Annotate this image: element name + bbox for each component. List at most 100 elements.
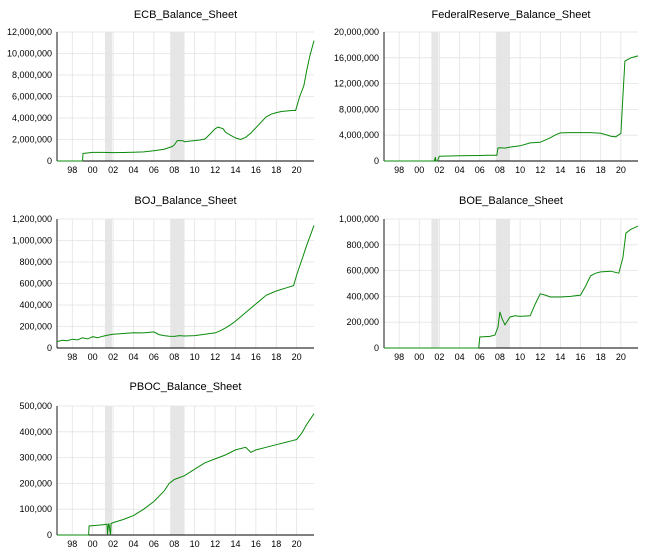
x-tick-label-ecb-1: 00 [88, 165, 98, 175]
y-tick-label-boe-5: 1,000,000 [339, 214, 379, 224]
shaded-period-pboc-1 [170, 406, 185, 535]
y-tick-label-boe-1: 200,000 [346, 317, 379, 327]
x-tick-label-pboc-4: 06 [149, 539, 159, 549]
series-line-pboc [57, 413, 315, 536]
y-tick-label-ecb-1: 2,000,000 [12, 135, 52, 145]
y-tick-label-boe-3: 600,000 [346, 266, 379, 276]
x-tick-label-pboc-11: 20 [292, 539, 302, 549]
y-tick-label-boj-2: 400,000 [19, 300, 52, 310]
shaded-period-boe-1 [495, 219, 510, 348]
y-tick-label-boe-2: 400,000 [346, 291, 379, 301]
x-tick-label-pboc-3: 04 [128, 539, 138, 549]
panel-title-boj: BOJ_Balance_Sheet [134, 195, 236, 207]
x-tick-label-fed-9: 16 [576, 165, 586, 175]
x-tick-label-fed-1: 00 [414, 165, 424, 175]
x-tick-label-pboc-0: 98 [67, 539, 77, 549]
x-tick-label-boe-1: 00 [414, 352, 424, 362]
panel-title-pboc: PBOC_Balance_Sheet [130, 381, 242, 393]
series-line-boj [56, 225, 315, 343]
x-tick-label-fed-8: 14 [555, 165, 565, 175]
x-tick-label-boj-2: 02 [108, 352, 118, 362]
x-tick-label-ecb-8: 14 [230, 165, 240, 175]
y-tick-label-boj-3: 600,000 [19, 279, 52, 289]
x-tick-label-boj-3: 04 [128, 352, 138, 362]
x-tick-label-boe-0: 98 [394, 352, 404, 362]
x-tick-label-ecb-9: 16 [251, 165, 261, 175]
x-tick-label-fed-4: 06 [475, 165, 485, 175]
x-tick-label-boj-5: 08 [169, 352, 179, 362]
y-tick-label-boj-6: 1,200,000 [12, 214, 52, 224]
x-tick-label-boe-2: 02 [434, 352, 444, 362]
x-tick-label-boj-4: 06 [149, 352, 159, 362]
x-tick-label-boj-8: 14 [230, 352, 240, 362]
x-tick-label-boj-0: 98 [67, 352, 77, 362]
x-tick-label-pboc-1: 00 [88, 539, 98, 549]
x-tick-label-fed-6: 10 [515, 165, 525, 175]
series-line-ecb [57, 40, 315, 162]
y-tick-label-boj-1: 200,000 [19, 322, 52, 332]
x-tick-label-fed-3: 04 [455, 165, 465, 175]
x-tick-label-fed-7: 12 [535, 165, 545, 175]
x-tick-label-pboc-2: 02 [108, 539, 118, 549]
shaded-period-boe-0 [431, 219, 439, 348]
y-tick-label-ecb-2: 4,000,000 [12, 113, 52, 123]
x-tick-label-pboc-8: 14 [230, 539, 240, 549]
x-tick-label-boe-4: 06 [475, 352, 485, 362]
y-tick-label-ecb-5: 10,000,000 [7, 49, 52, 59]
panel-title-fed: FederalReserve_Balance_Sheet [432, 9, 591, 21]
y-tick-label-fed-3: 12,000,000 [334, 79, 379, 89]
x-tick-label-fed-5: 08 [495, 165, 505, 175]
y-tick-label-ecb-0: 0 [47, 156, 52, 166]
x-tick-label-fed-0: 98 [394, 165, 404, 175]
y-tick-label-fed-2: 8,000,000 [339, 104, 379, 114]
panel-pboc: PBOC_Balance_Sheet 0 100,000 200,000 300,000… [19, 381, 315, 549]
x-tick-label-boe-11: 20 [616, 352, 626, 362]
x-tick-label-boe-10: 18 [596, 352, 606, 362]
panel-boe: BOE_Balance_Sheet 0 200,000 400,000 600,000 8… [339, 195, 639, 362]
x-tick-label-boe-7: 12 [535, 352, 545, 362]
x-tick-label-boe-9: 16 [576, 352, 586, 362]
x-tick-label-boj-1: 00 [88, 352, 98, 362]
x-tick-label-boj-10: 18 [271, 352, 281, 362]
panel-ecb: ECB_Balance_Sheet 0 2,000,000 4,000,000 6,00… [7, 9, 315, 175]
x-tick-label-fed-11: 20 [616, 165, 626, 175]
y-tick-label-boj-4: 800,000 [19, 257, 52, 267]
x-tick-label-boj-6: 10 [190, 352, 200, 362]
x-tick-label-ecb-3: 04 [128, 165, 138, 175]
x-tick-label-pboc-7: 12 [210, 539, 220, 549]
y-tick-label-boj-5: 1,000,000 [12, 236, 52, 246]
y-tick-label-boj-0: 0 [47, 343, 52, 353]
x-tick-label-ecb-5: 08 [169, 165, 179, 175]
panel-title-ecb: ECB_Balance_Sheet [134, 9, 237, 21]
x-tick-label-boe-6: 10 [515, 352, 525, 362]
x-tick-label-pboc-6: 10 [190, 539, 200, 549]
x-tick-label-boe-5: 08 [495, 352, 505, 362]
shaded-period-fed-1 [495, 32, 510, 161]
x-tick-label-fed-2: 02 [434, 165, 444, 175]
y-tick-label-pboc-4: 400,000 [19, 427, 52, 437]
y-tick-label-pboc-5: 500,000 [19, 401, 52, 411]
series-line-boe [384, 225, 639, 349]
y-tick-label-ecb-4: 8,000,000 [12, 70, 52, 80]
panel-boj: BOJ_Balance_Sheet 0 200,000 400,000 600,000 8… [12, 195, 315, 362]
y-tick-label-pboc-0: 0 [47, 530, 52, 540]
x-tick-label-boj-7: 12 [210, 352, 220, 362]
panel-title-boe: BOE_Balance_Sheet [459, 195, 563, 207]
x-tick-label-pboc-10: 18 [271, 539, 281, 549]
x-tick-label-ecb-11: 20 [292, 165, 302, 175]
y-tick-label-ecb-6: 12,000,000 [7, 27, 52, 37]
x-tick-label-boe-3: 04 [455, 352, 465, 362]
x-tick-label-boj-11: 20 [292, 352, 302, 362]
x-tick-label-ecb-4: 06 [149, 165, 159, 175]
y-tick-label-boe-0: 0 [374, 343, 379, 353]
y-tick-label-pboc-1: 100,000 [19, 504, 52, 514]
x-tick-label-fed-10: 18 [596, 165, 606, 175]
y-tick-label-fed-1: 4,000,000 [339, 130, 379, 140]
y-tick-label-pboc-3: 300,000 [19, 453, 52, 463]
x-tick-label-ecb-0: 98 [67, 165, 77, 175]
shaded-period-pboc-0 [104, 406, 113, 535]
panel-fed: FederalReserve_Balance_Sheet 0 4,000,000 8,… [334, 9, 639, 175]
x-tick-label-pboc-5: 08 [169, 539, 179, 549]
y-tick-label-boe-4: 800,000 [346, 240, 379, 250]
